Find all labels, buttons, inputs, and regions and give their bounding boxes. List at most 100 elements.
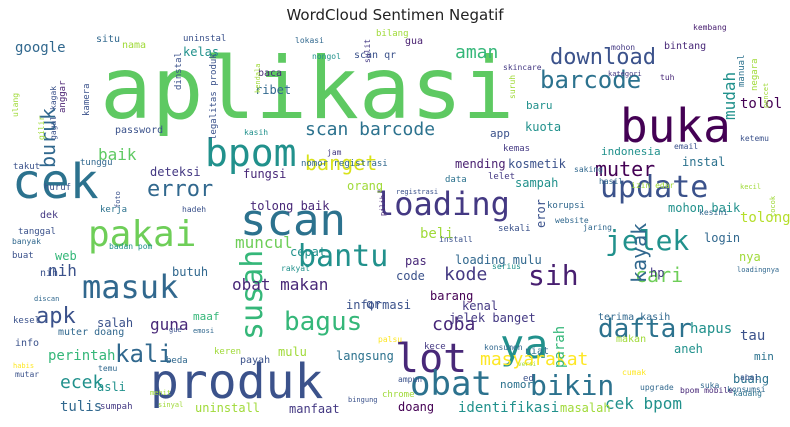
word-apk: apk [36, 304, 76, 329]
word-gagal: gagal [49, 116, 58, 140]
word-tolong: tolong [740, 210, 790, 226]
word-discan: discan [34, 295, 59, 303]
word-bintang: bintang [664, 41, 706, 52]
word-nama: nama [122, 40, 146, 51]
chart-title: WordCloud Sentimen Negatif [286, 6, 504, 24]
word-sih: sih [528, 259, 579, 292]
word-beda: beda [166, 356, 188, 366]
word-mohon: mohon [611, 43, 635, 52]
word-kendala: kendala [254, 63, 262, 93]
word-ampun: ampun [398, 375, 422, 384]
word-daftar: daftar [598, 314, 692, 344]
word-scan-barcode: scan barcode [305, 119, 435, 140]
word-bilang: bilang [376, 29, 409, 39]
word-saking: saking [574, 165, 603, 174]
word-nongol: nongol [312, 52, 341, 61]
word-gua: gua [405, 36, 423, 47]
word-kecil: kecil [740, 183, 761, 191]
word-niat: niat [525, 346, 549, 357]
word-bantu: bantu [298, 239, 388, 274]
word-mending: mending [455, 157, 506, 171]
word-dinstal: dinstal [174, 52, 184, 90]
word-website: website [555, 216, 589, 225]
word-loadingnya: loadingnya [737, 266, 779, 274]
word-skincare: skincare [503, 63, 542, 72]
word-lokasi: lokasi [295, 36, 324, 45]
word-kagak: kagak [49, 86, 58, 110]
word-baru: baru [526, 99, 553, 112]
word-nya: nya [739, 250, 761, 264]
word-hp: hp [650, 266, 664, 280]
word-asli: asli [97, 380, 126, 394]
word-terima-kasih: terima kasih [598, 312, 670, 323]
word-pas: pas [405, 254, 427, 268]
word-kamera: kamera [82, 83, 92, 116]
word-ed: ed [523, 374, 534, 384]
word-guna: guna [150, 315, 189, 334]
word-parah: parah [552, 326, 568, 368]
word-chrome: chrome [382, 390, 415, 400]
word-bpom-mobile: bpom mobile [680, 386, 733, 395]
word-gilir: gilir [37, 116, 46, 140]
word-lelet: lelet [488, 172, 515, 182]
word-salah: salah [97, 316, 133, 330]
word-identifikasi: identifikasi [458, 400, 559, 416]
word-coba: coba [432, 314, 475, 335]
word-min: min [754, 350, 774, 363]
word-web: web [55, 249, 77, 263]
word-palsu: palsu [378, 335, 402, 344]
word-masuk: masuk [82, 268, 178, 306]
word-gue: gue [169, 326, 182, 334]
word-password: password [115, 125, 163, 136]
word-tolol: tolol [740, 96, 782, 112]
word-hadeh: hadeh [182, 205, 206, 214]
word-kerja: kerja [100, 205, 127, 215]
word-banyak: banyak [12, 237, 41, 246]
word-registrasi: registrasi [396, 188, 438, 196]
word-upgrade: upgrade [640, 383, 674, 392]
word-uninstall: uninstall [195, 401, 260, 415]
word-obat: obat [410, 364, 492, 404]
word-barcode: barcode [540, 66, 641, 94]
word-nomor: nomor [500, 378, 533, 391]
word-indonesia: indonesia [601, 145, 661, 158]
word-perintah: perintah [48, 348, 115, 364]
word-hasil: hasil [599, 177, 623, 186]
word-tanggal: tanggal [18, 227, 56, 237]
word-korupsi: korupsi [547, 201, 585, 211]
word-scan-qr: scan qr [354, 50, 396, 61]
word-legalitas-produk: legalitas produk [209, 53, 219, 140]
word-login: login [704, 231, 740, 245]
word-mudah: mudah [720, 72, 739, 120]
word-pilih: pilih [379, 195, 387, 216]
word-scan: scan [240, 195, 346, 246]
word-kadang: kadang [733, 389, 762, 398]
word-anggar: anggar [58, 80, 68, 113]
word-ulang: ulang [11, 93, 20, 117]
word-doang: doang [398, 400, 434, 414]
word-emosi: emosi [193, 327, 214, 335]
word-update: update [600, 170, 708, 205]
word-temu: temu [98, 364, 117, 373]
word-kategori: kategori [608, 70, 642, 78]
word-situ: situ [96, 34, 120, 45]
word-bagus: bagus [284, 307, 362, 337]
word-loading: loading [375, 185, 510, 223]
word-rakyat: rakyat [281, 264, 310, 273]
word-lot: lot [395, 336, 467, 382]
word-cocok: cocok [769, 195, 777, 217]
word-kenal: kenal [462, 299, 498, 313]
word-kece: kece [424, 342, 446, 352]
word-cek: cek [12, 154, 99, 210]
word-ribet: ribet [255, 83, 291, 97]
word-buka: buka [620, 99, 731, 153]
word-orang: orang [347, 179, 383, 193]
word-buang: buang [733, 372, 769, 386]
word-info: info [15, 338, 39, 349]
word-badan-pom: badan pom [109, 242, 153, 251]
word-aneh: aneh [674, 342, 703, 356]
word-kosmetik: kosmetik [508, 157, 567, 171]
word-butuh: butuh [172, 265, 208, 279]
word-email: email [674, 142, 698, 151]
word-data: data [445, 175, 467, 185]
